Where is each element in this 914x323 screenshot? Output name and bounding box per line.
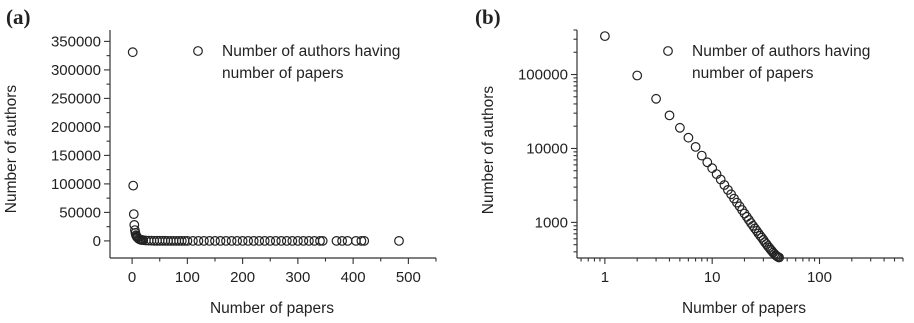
data-point: [187, 235, 198, 246]
data-point: [751, 225, 762, 236]
panel-a-legend-marker: [193, 46, 203, 56]
data-point: [356, 235, 367, 246]
data-point: [287, 235, 298, 246]
data-point: [317, 235, 328, 246]
data-point: [259, 235, 270, 246]
panel-b: (b) 1000 10000 100000 1 10 100 Number of pape…: [475, 5, 904, 317]
data-point: [198, 235, 209, 246]
data-point: [600, 31, 610, 41]
x-tick-label: 100: [175, 269, 200, 286]
panel-a-data-points: [127, 47, 404, 246]
panel-b-axes: [576, 30, 903, 259]
data-point: [128, 180, 139, 191]
panel-b-legend: Number of authors having number of paper…: [663, 43, 870, 82]
data-point: [226, 235, 237, 246]
panel-a-legend: Number of authors having number of paper…: [193, 43, 400, 82]
panel-a-legend-line-2: number of papers: [222, 65, 344, 82]
y-tick-label: 100000: [518, 67, 568, 84]
panel-b-data-points: [600, 31, 784, 263]
panel-a-legend-line-1: Number of authors having: [222, 43, 400, 60]
data-point: [298, 235, 309, 246]
y-tick-label: 0: [93, 233, 101, 250]
data-point: [331, 235, 342, 246]
data-point: [342, 235, 353, 246]
x-tick-label: 300: [285, 269, 310, 286]
panel-b-legend-marker: [663, 46, 673, 56]
data-point: [232, 235, 243, 246]
data-point: [270, 235, 281, 246]
panel-a-xlabel: Number of papers: [210, 300, 334, 317]
x-tick-label: 1: [601, 269, 609, 286]
data-point: [210, 235, 220, 246]
data-point: [237, 235, 248, 246]
data-point: [651, 93, 661, 104]
panel-a-ticks: 0 50000 100000 150000 200000 250000 300000 3500…: [51, 33, 437, 286]
data-point: [215, 235, 226, 246]
panel-a-axes: [109, 30, 436, 259]
data-point: [707, 163, 718, 174]
panel-a-label: (a): [6, 5, 31, 29]
panel-b-legend-line-2: number of papers: [692, 65, 814, 82]
panel-b-xlabel: Number of papers: [682, 300, 806, 317]
panel-b-ylabel: Number of authors: [480, 86, 497, 215]
y-tick-label: 200000: [51, 119, 101, 136]
x-tick-label: 100: [807, 269, 832, 286]
y-tick-label: 10000: [526, 140, 568, 157]
y-tick-label: 250000: [51, 90, 101, 107]
data-point: [750, 223, 760, 234]
data-point: [127, 47, 138, 58]
data-point: [193, 235, 204, 246]
x-tick-label: 10: [704, 269, 721, 286]
data-point: [359, 235, 370, 246]
data-point: [293, 235, 303, 246]
data-point: [394, 235, 404, 246]
data-point: [632, 70, 643, 81]
y-tick-label: 1000: [535, 214, 568, 231]
data-point: [337, 235, 348, 246]
x-tick-label: 500: [396, 269, 421, 286]
data-point: [254, 235, 265, 246]
data-point: [683, 132, 694, 143]
data-point: [248, 235, 259, 246]
data-point: [675, 122, 685, 133]
data-point: [276, 235, 287, 246]
y-tick-label: 300000: [51, 62, 101, 79]
x-tick-label: 0: [128, 269, 136, 286]
x-tick-label: 200: [230, 269, 255, 286]
data-point: [176, 235, 187, 246]
data-point: [243, 235, 254, 246]
y-tick-label: 50000: [59, 204, 101, 221]
data-point: [690, 141, 701, 152]
panel-b-legend-line-1: Number of authors having: [692, 43, 870, 60]
data-point: [696, 150, 707, 161]
x-tick-label: 400: [341, 269, 366, 286]
data-point: [664, 110, 675, 121]
data-point: [771, 251, 782, 262]
data-point: [315, 235, 325, 246]
data-point: [265, 235, 276, 246]
data-point: [719, 180, 730, 190]
data-point: [281, 235, 292, 246]
panel-b-label: (b): [475, 5, 501, 29]
y-tick-label: 150000: [51, 147, 101, 164]
panel-b-ticks: 1000 10000 100000 1 10 100: [518, 29, 904, 286]
data-point: [204, 235, 215, 246]
data-point: [774, 252, 784, 263]
panel-a-ylabel: Number of authors: [3, 85, 20, 214]
y-tick-label: 350000: [51, 33, 101, 50]
data-point: [304, 235, 314, 246]
data-point: [182, 235, 193, 246]
data-point: [702, 157, 713, 168]
panel-a: (a) 0 50000 100000 150000 200000 250000 300000…: [3, 5, 437, 317]
data-point: [221, 235, 231, 246]
y-tick-label: 100000: [51, 176, 101, 193]
data-point: [128, 209, 139, 220]
